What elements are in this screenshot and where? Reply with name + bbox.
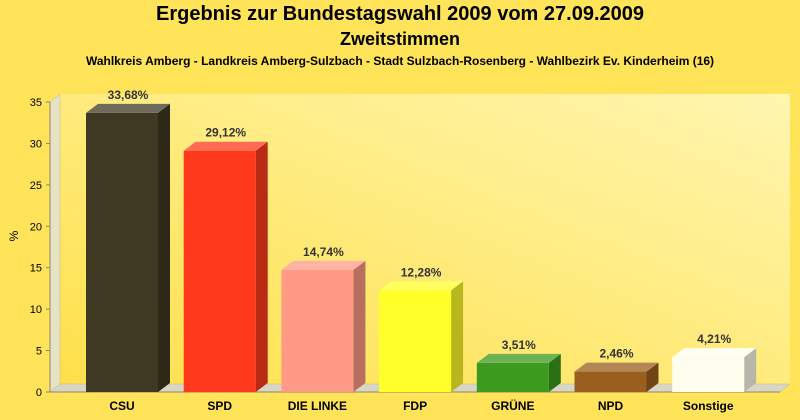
y-tick-label: 35 <box>30 97 42 109</box>
bar-top <box>379 281 464 291</box>
y-tick-label: 15 <box>30 263 42 275</box>
category-label: NPD <box>598 399 624 413</box>
data-label: 29,12% <box>205 126 246 140</box>
chart-caption: Wahlkreis Amberg - Landkreis Amberg-Sulz… <box>85 54 715 68</box>
chart-title: Ergebnis zur Bundestagswahl 2009 vom 27.… <box>156 3 644 25</box>
bar-side <box>451 281 464 392</box>
chart-subtitle: Zweitstimmen <box>339 29 461 49</box>
bar-top <box>476 353 561 363</box>
y-ticks: 0 5 10 15 20 25 30 35 <box>30 97 50 399</box>
bar <box>281 260 366 392</box>
bar-front <box>183 150 256 392</box>
category-label: CSU <box>109 399 134 413</box>
bar-front <box>281 269 354 392</box>
bar <box>86 103 170 393</box>
data-label: 33,68% <box>108 88 149 102</box>
bar-top <box>574 362 659 372</box>
bar-side <box>158 103 170 393</box>
category-labels: CSU SPD DIE LINKE FDP GRÜNE NPD Sonstige <box>109 398 734 413</box>
bar-top <box>183 141 268 151</box>
data-label: 12,28% <box>401 265 442 279</box>
bar-front <box>574 371 647 392</box>
category-label: DIE LINKE <box>288 399 347 413</box>
bar <box>183 141 268 392</box>
bar-side <box>744 348 757 392</box>
bar-front <box>379 290 452 392</box>
bar-top <box>672 348 757 358</box>
y-axis-label: % <box>7 230 21 241</box>
category-label: FDP <box>403 399 427 413</box>
plot-side-wall <box>49 93 61 393</box>
y-tick-label: 25 <box>30 180 42 192</box>
bar-front <box>86 112 158 393</box>
data-label: 3,51% <box>502 338 536 352</box>
data-label: 2,46% <box>599 347 633 361</box>
bar-front <box>672 357 745 392</box>
bar <box>672 348 757 392</box>
bar <box>476 353 561 392</box>
y-tick-label: 0 <box>36 387 42 399</box>
category-label: SPD <box>207 399 232 413</box>
bar-side <box>353 260 366 392</box>
category-label: Sonstige <box>683 399 734 413</box>
bar-side <box>255 141 268 392</box>
bar-side <box>548 353 561 392</box>
bar <box>379 281 464 392</box>
category-label: GRÜNE <box>491 398 534 413</box>
bar <box>574 362 659 392</box>
y-tick-label: 5 <box>36 346 42 358</box>
bar-side <box>646 362 659 392</box>
bars: 33,68% 29,12% 14,74% 12,28% 3,51% 2,46% 4,21% <box>86 88 757 393</box>
bar-top <box>86 103 170 113</box>
y-tick-label: 30 <box>30 138 42 150</box>
data-label: 4,21% <box>697 332 731 346</box>
y-tick-label: 10 <box>30 304 42 316</box>
data-label: 14,74% <box>303 245 344 259</box>
bar-front <box>476 362 549 392</box>
bar-top <box>281 260 366 270</box>
y-tick-label: 20 <box>30 221 42 233</box>
